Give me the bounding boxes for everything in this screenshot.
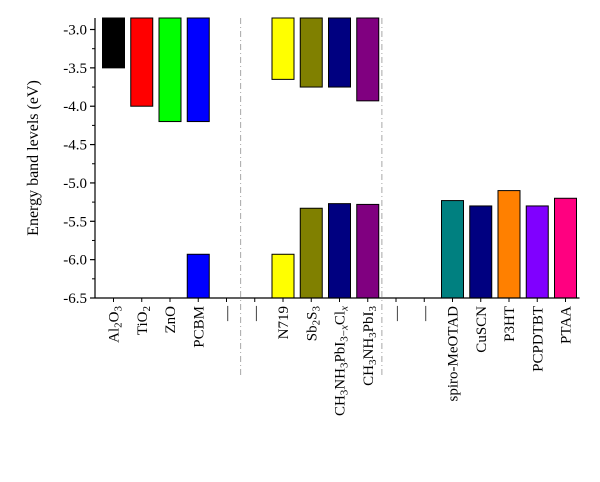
category-label: ZnO: [163, 306, 179, 334]
y-axis: -3.0 -3.5 -4.0 -4.5 -5.0 -5.5 -6.0 -6.5: [63, 18, 580, 307]
bar-lower-7: [299, 207, 323, 299]
y-tick-label: -3.0: [63, 23, 87, 39]
bar-upper-1: [130, 17, 154, 107]
bars-group: [102, 17, 577, 299]
y-tick-label: -3.5: [63, 61, 87, 77]
category-label: N719: [276, 306, 292, 339]
bar-upper-9: [356, 17, 380, 102]
bar-upper-0: [102, 17, 125, 69]
category-label: spiro-MeOTAD: [446, 306, 462, 402]
group-separators: [240, 18, 383, 378]
bar-lower-14: [497, 190, 521, 299]
bar-upper-6: [271, 17, 295, 80]
category-label: P3HT: [502, 306, 518, 342]
category-label: Al2O3: [107, 306, 125, 343]
category-label: —: [417, 305, 433, 322]
y-tick-label: -5.5: [63, 214, 87, 230]
category-label: —: [248, 305, 264, 322]
y-tick-label: -4.5: [63, 138, 87, 154]
bar-upper-3: [186, 17, 210, 123]
y-axis-label: Energy band levels (eV): [25, 80, 42, 236]
category-label: PTAA: [559, 306, 575, 344]
category-label: PCBM: [191, 306, 207, 348]
y-tick-label: -6.0: [63, 253, 87, 269]
bar-upper-7: [299, 17, 323, 88]
bar-lower-6: [271, 253, 295, 299]
y-tick-label: -4.0: [63, 99, 87, 115]
y-tick-label: -6.5: [63, 291, 87, 307]
bar-lower-8: [328, 203, 351, 299]
category-label: CH3NH3PbI3: [361, 306, 379, 386]
bar-upper-8: [328, 17, 351, 88]
bar-lower-12: [441, 200, 464, 299]
bar-lower-13: [469, 205, 493, 299]
category-label: —: [220, 305, 236, 322]
bar-lower-3: [186, 253, 210, 299]
bar-lower-15: [525, 205, 549, 299]
category-label: TiO2: [135, 306, 153, 335]
y-tick-label: -5.0: [63, 176, 87, 192]
bar-lower-16: [554, 197, 577, 299]
category-label: —: [389, 305, 405, 322]
category-label: Sb2S3: [304, 306, 322, 342]
category-label: CH3NH3PbI3−xClx: [333, 306, 351, 416]
category-label: PCPDTBT: [530, 306, 546, 372]
bar-lower-9: [356, 203, 380, 299]
bar-upper-2: [158, 17, 182, 123]
category-labels: Al2O3 TiO2 ZnO PCBM — — N719 Sb2S3 CH3NH3PbI3−xC…: [107, 305, 575, 416]
category-label: CuSCN: [474, 306, 490, 353]
